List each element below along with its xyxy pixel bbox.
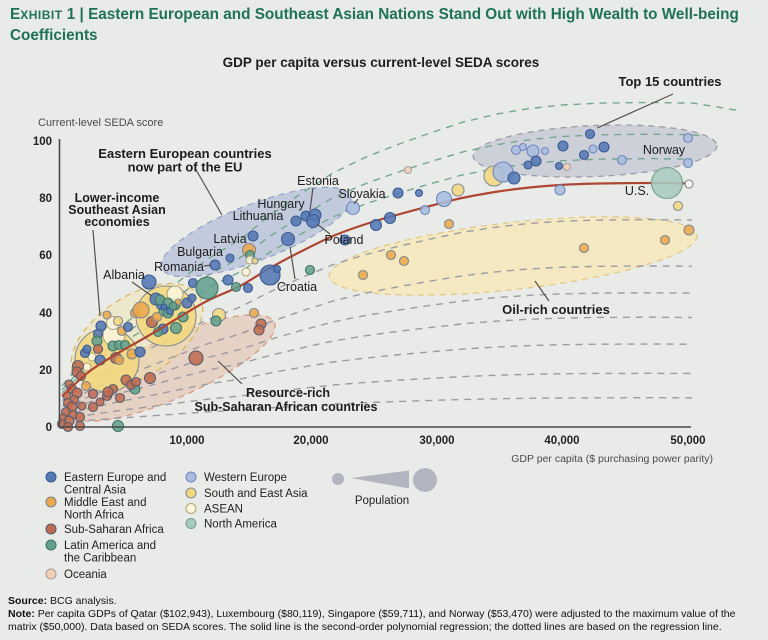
- svg-text:Oceania: Oceania: [64, 569, 107, 581]
- svg-text:Middle East and: Middle East and: [64, 497, 146, 509]
- svg-text:Eastern European countries: Eastern European countries: [98, 146, 271, 161]
- svg-text:60: 60: [39, 250, 52, 262]
- svg-text:20,000: 20,000: [293, 435, 328, 447]
- svg-text:Note: Per capita GDPs of Qatar: Note: Per capita GDPs of Qatar ($102,943…: [8, 608, 736, 620]
- svg-text:economies: economies: [84, 215, 149, 229]
- svg-text:20: 20: [39, 365, 52, 377]
- svg-text:Sub-Saharan African countries: Sub-Saharan African countries: [195, 400, 378, 414]
- svg-text:now part of the EU: now part of the EU: [128, 160, 243, 175]
- svg-text:Oil-rich countries: Oil-rich countries: [502, 302, 610, 317]
- svg-text:ASEAN: ASEAN: [204, 504, 243, 516]
- svg-text:Latvia: Latvia: [213, 232, 246, 246]
- svg-text:matrix ($50,000). Data based o: matrix ($50,000). Data based on SEDA sco…: [8, 621, 722, 633]
- svg-text:50,000: 50,000: [670, 435, 705, 447]
- svg-text:Hungary: Hungary: [257, 197, 305, 211]
- svg-text:40,000: 40,000: [544, 435, 579, 447]
- svg-text:GDP per capita ($ purchasing p: GDP per capita ($ purchasing power parit…: [511, 453, 713, 465]
- svg-text:Estonia: Estonia: [297, 174, 339, 188]
- svg-text:Romania: Romania: [154, 260, 204, 274]
- svg-text:Lower-income: Lower-income: [75, 191, 160, 205]
- svg-text:Sub-Saharan Africa: Sub-Saharan Africa: [64, 524, 164, 536]
- svg-text:80: 80: [39, 193, 52, 205]
- svg-text:North Africa: North Africa: [64, 510, 125, 522]
- svg-text:Lithuania: Lithuania: [233, 209, 284, 223]
- svg-text:Albania: Albania: [103, 268, 145, 282]
- svg-text:Eastern Europe and: Eastern Europe and: [64, 472, 166, 484]
- svg-text:30,000: 30,000: [419, 435, 454, 447]
- svg-text:the Caribbean: the Caribbean: [64, 553, 136, 565]
- svg-text:40: 40: [39, 308, 52, 320]
- svg-text:Croatia: Croatia: [277, 280, 317, 294]
- svg-text:Current-level SEDA score: Current-level SEDA score: [38, 117, 163, 129]
- svg-text:Central Asia: Central Asia: [64, 485, 127, 497]
- svg-text:Population: Population: [355, 495, 409, 507]
- svg-text:U.S.: U.S.: [625, 184, 649, 198]
- svg-text:100: 100: [33, 136, 52, 148]
- svg-text:Top 15 countries: Top 15 countries: [618, 74, 721, 89]
- svg-text:0: 0: [46, 422, 52, 434]
- svg-text:Source: BCG analysis.: Source: BCG analysis.: [8, 595, 117, 607]
- svg-text:North America: North America: [204, 519, 277, 531]
- svg-text:Western Europe: Western Europe: [204, 472, 287, 484]
- svg-text:Norway: Norway: [643, 143, 686, 157]
- svg-text:Resource-rich: Resource-rich: [246, 386, 330, 400]
- svg-text:GDP per capita versus current-: GDP per capita versus current-level SEDA…: [223, 55, 540, 70]
- svg-text:Latin America and: Latin America and: [64, 540, 156, 552]
- svg-text:Southeast Asian: Southeast Asian: [68, 203, 165, 217]
- svg-text:South and East Asia: South and East Asia: [204, 488, 308, 500]
- svg-text:Poland: Poland: [325, 233, 364, 247]
- svg-text:Bulgaria: Bulgaria: [177, 245, 223, 259]
- svg-text:10,000: 10,000: [169, 435, 204, 447]
- svg-text:Slovakia: Slovakia: [338, 187, 385, 201]
